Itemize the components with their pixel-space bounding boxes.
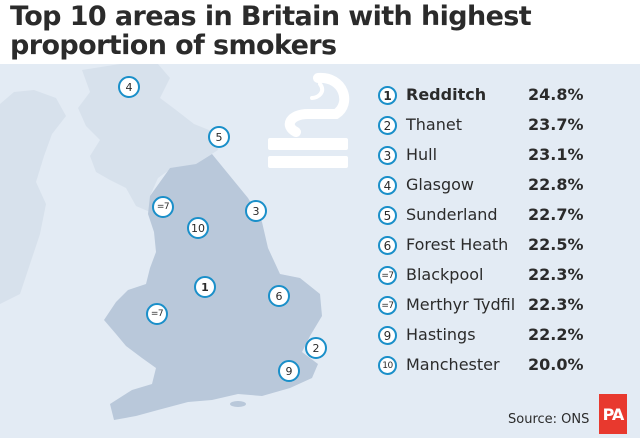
area-name: Blackpool (406, 265, 484, 284)
map-pin-sunderland: 5 (208, 126, 230, 148)
area-value: 22.5% (528, 235, 584, 254)
area-name: Thanet (406, 115, 462, 134)
area-name: Hull (406, 145, 438, 164)
rank-badge: 6 (378, 236, 397, 255)
area-value: 20.0% (528, 355, 584, 374)
rank-badge: 1 (378, 86, 397, 105)
list-item: 5 Sunderland 22.7% (376, 202, 636, 232)
rank-badge: 9 (378, 326, 397, 345)
area-name: Glasgow (406, 175, 475, 194)
scotland-landmass (78, 64, 218, 212)
map-panel: 4 5 =7 10 3 1 6 =7 2 9 1 Redditch 24.8% … (0, 64, 640, 438)
area-value: 22.8% (528, 175, 584, 194)
list-item: 2 Thanet 23.7% (376, 112, 636, 142)
area-name: Forest Heath (406, 235, 509, 254)
list-item: 4 Glasgow 22.8% (376, 172, 636, 202)
map-pin-redditch: 1 (194, 276, 216, 298)
list-item: 10 Manchester 20.0% (376, 352, 636, 382)
rank-badge: 10 (378, 356, 397, 375)
rank-badge: 5 (378, 206, 397, 225)
rank-badge: 4 (378, 176, 397, 195)
area-name: Merthyr Tydfil (406, 295, 516, 314)
area-value: 22.2% (528, 325, 584, 344)
list-item: 6 Forest Heath 22.5% (376, 232, 636, 262)
page-title: Top 10 areas in Britain with highest pro… (10, 1, 532, 61)
area-value: 22.3% (528, 265, 584, 284)
area-value: 23.1% (528, 145, 584, 164)
map-pin-forest-heath: 6 (268, 285, 290, 307)
pa-logo: PA (599, 394, 627, 434)
isle-of-wight (230, 401, 246, 407)
source-credit: Source: ONS (508, 412, 590, 427)
area-value: 22.7% (528, 205, 584, 224)
list-item: 9 Hastings 22.2% (376, 322, 636, 352)
list-item: =7 Blackpool 22.3% (376, 262, 636, 292)
ireland-landmass (0, 90, 66, 304)
area-name: Manchester (406, 355, 500, 374)
area-name: Sunderland (406, 205, 498, 224)
map-pin-thanet: 2 (305, 337, 327, 359)
list-item: 1 Redditch 24.8% (376, 82, 636, 112)
area-value: 22.3% (528, 295, 584, 314)
map-pin-glasgow: 4 (118, 76, 140, 98)
cigarette-smoke-icon (268, 72, 350, 168)
area-value: 24.8% (528, 85, 584, 104)
ranking-list: 1 Redditch 24.8% 2 Thanet 23.7% 3 Hull 2… (376, 82, 636, 382)
map-pin-blackpool: =7 (152, 196, 174, 218)
rank-badge: =7 (378, 296, 397, 315)
map-pin-hull: 3 (245, 200, 267, 222)
area-value: 23.7% (528, 115, 584, 134)
list-item: 3 Hull 23.1% (376, 142, 636, 172)
area-name: Redditch (406, 85, 487, 104)
rank-badge: 3 (378, 146, 397, 165)
map-pin-merthyr-tydfil: =7 (146, 303, 168, 325)
rank-badge: 2 (378, 116, 397, 135)
map-pin-hastings: 9 (278, 360, 300, 382)
rank-badge: =7 (378, 266, 397, 285)
map-pin-manchester: 10 (187, 217, 209, 239)
area-name: Hastings (406, 325, 476, 344)
list-item: =7 Merthyr Tydfil 22.3% (376, 292, 636, 322)
